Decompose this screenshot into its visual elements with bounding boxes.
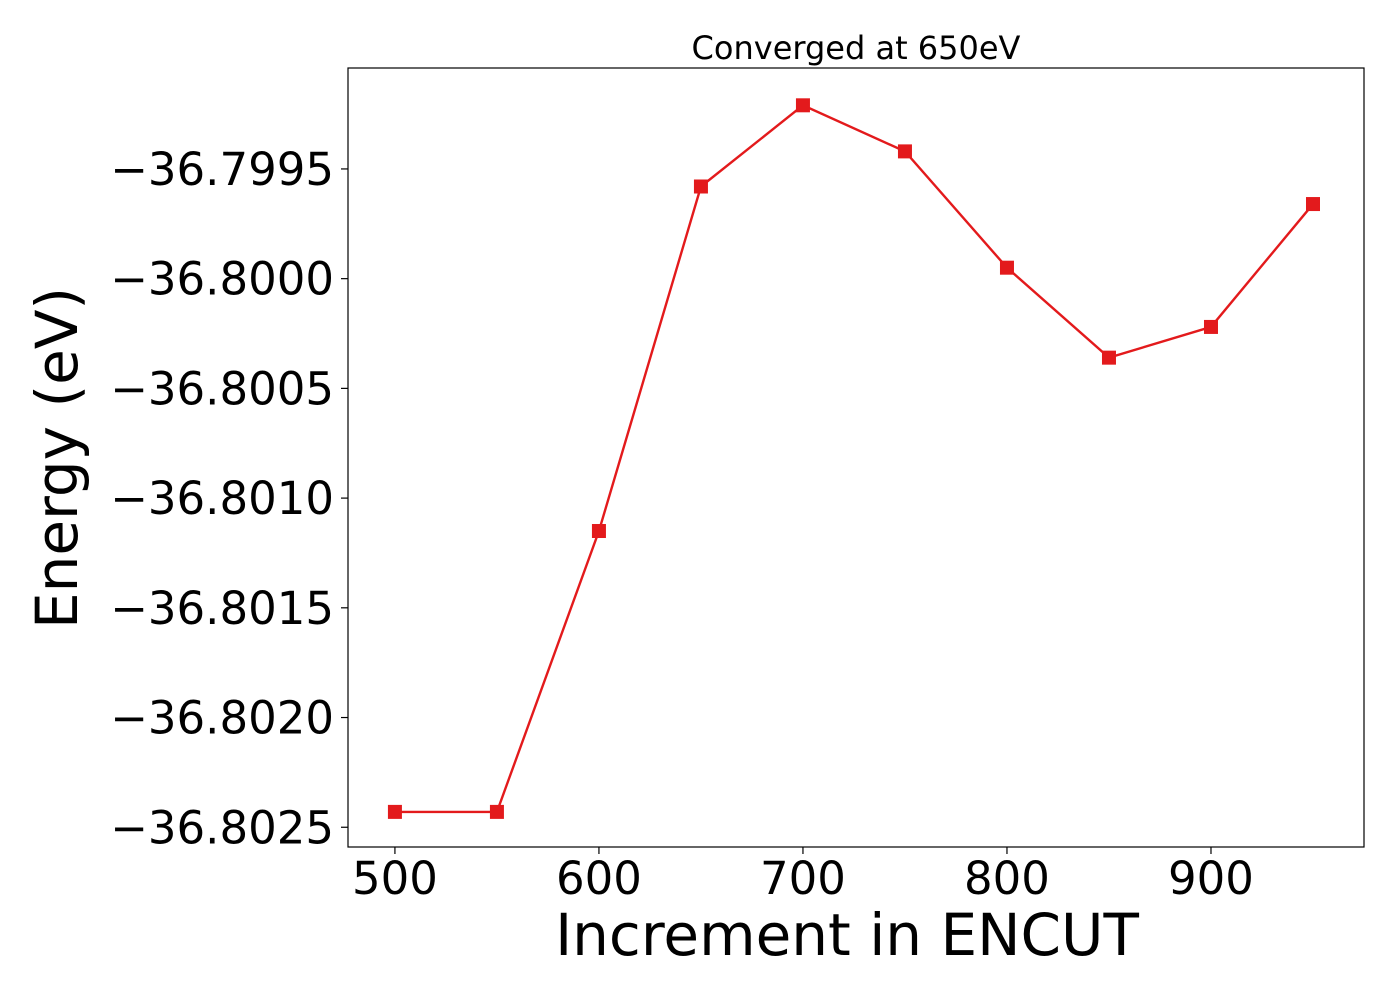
plot-area (347, 67, 1365, 848)
data-point-marker (591, 524, 606, 539)
data-point-marker (693, 179, 708, 194)
data-point-marker (897, 144, 912, 159)
y-tick-label: −36.8025 (110, 801, 334, 854)
data-point-marker (1305, 197, 1320, 212)
data-point-marker (387, 804, 402, 819)
chart-title: Converged at 650eV (692, 29, 1021, 67)
series-layer (387, 98, 1320, 819)
y-tick-label: −36.8020 (110, 692, 334, 745)
x-tick-label: 800 (964, 852, 1050, 905)
data-point-marker (489, 804, 504, 819)
series-line (394, 103, 1314, 814)
y-axis: −36.7995 −36.8000 −36.8005 −36.8010 −36.8015… (110, 143, 348, 854)
data-point-marker (1203, 319, 1218, 334)
x-tick-label: 700 (760, 852, 846, 905)
data-point-marker (999, 260, 1014, 275)
y-tick-label: −36.8015 (110, 582, 334, 635)
x-tick-label: 500 (352, 852, 438, 905)
y-tick-label: −36.7995 (110, 143, 334, 196)
y-tick-label: −36.8000 (110, 253, 334, 306)
y-tick-label: −36.8005 (110, 362, 334, 415)
data-point-marker (795, 98, 810, 113)
y-tick-label: −36.8010 (110, 472, 334, 525)
x-tick-label: 900 (1168, 852, 1254, 905)
x-axis: 500 600 700 800 900 (352, 847, 1254, 905)
y-axis-label: Energy (eV) (23, 287, 91, 629)
x-axis-label: Increment in ENCUT (555, 901, 1139, 969)
data-point-marker (1101, 350, 1116, 365)
x-tick-label: 600 (556, 852, 642, 905)
